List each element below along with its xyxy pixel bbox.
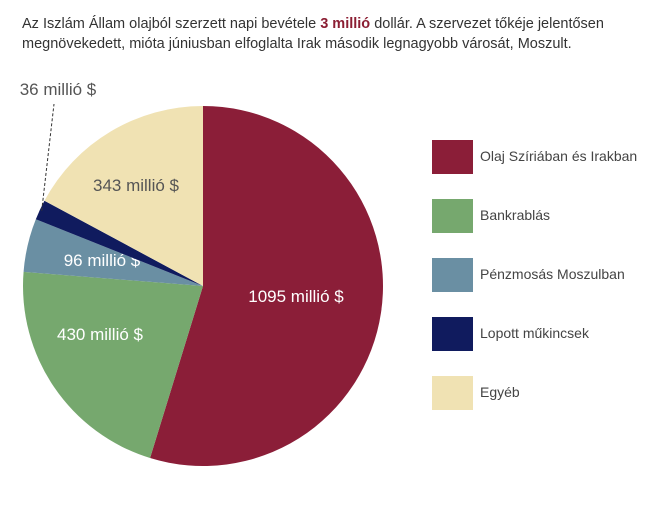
legend-label: Pénzmosás Moszulban [480,266,625,282]
slice-label-1: 1095 millió $ [248,287,344,306]
chart-description: Az Iszlám Állam olajból szerzett napi be… [22,14,652,54]
legend-item-1: Olaj Szíriában és Irakban [432,140,662,174]
pie-slice-3 [23,219,203,286]
legend-item-4: Lopott műkincsek [432,317,662,351]
pie-slice-5 [44,106,203,286]
description-highlight: 3 millió [320,16,371,32]
legend-swatch [432,140,473,174]
legend-label: Bankrablás [480,207,551,223]
legend-label: Olaj Szíriában és Irakban [480,148,638,164]
slice-label-5: 343 millió $ [93,176,180,195]
pie-slice-4 [35,200,203,286]
pie-slice-1 [150,106,383,466]
legend-label: Lopott műkincsek [480,325,589,341]
legend-label: Egyéb [480,384,520,400]
legend-swatch [432,317,473,351]
legend-swatch [432,199,473,233]
slice-label-4: 36 millió $ [20,80,97,99]
description-text-end: dollár. A szervezet tőkéje jelentősen me… [22,16,604,52]
description-text-start: Az Iszlám Állam olajból szerzett napi be… [22,16,321,32]
leader-line [41,103,55,211]
pie-slice-2 [22,271,203,459]
legend-swatch [432,258,473,292]
legend-item-2: Bankrablás [432,199,662,233]
legend-item-3: Pénzmosás Moszulban [432,258,662,292]
slice-label-3: 96 millió $ [64,251,141,270]
slice-label-2: 430 millió $ [57,325,144,344]
legend-item-5: Egyéb [432,376,662,410]
legend-swatch [432,376,473,410]
